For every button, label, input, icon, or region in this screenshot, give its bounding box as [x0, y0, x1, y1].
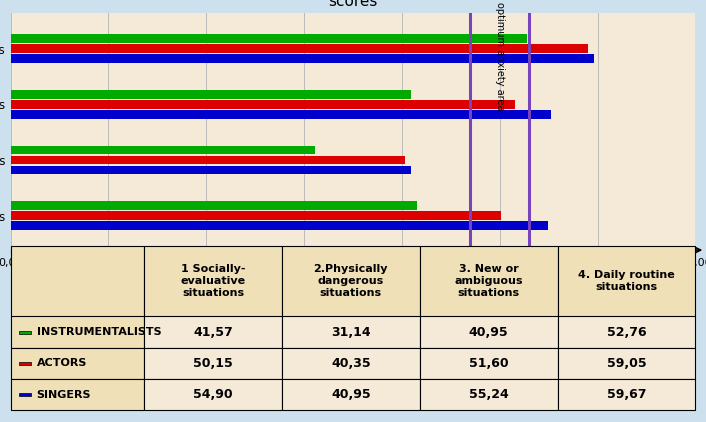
- Bar: [11, 379, 144, 410]
- Bar: [420, 246, 558, 316]
- Text: 54,90: 54,90: [193, 388, 233, 401]
- Bar: [11, 54, 594, 63]
- Text: 41,57: 41,57: [193, 326, 233, 338]
- Text: 59,67: 59,67: [606, 388, 646, 401]
- Text: 51,60: 51,60: [469, 357, 508, 370]
- Bar: [420, 348, 558, 379]
- Text: 52,76: 52,76: [606, 326, 646, 338]
- Text: ACTORS: ACTORS: [37, 358, 87, 368]
- Bar: [144, 246, 282, 316]
- Text: 1 Socially-
evaluative
situations: 1 Socially- evaluative situations: [181, 265, 246, 298]
- Text: 55,24: 55,24: [469, 388, 508, 401]
- Bar: [11, 316, 144, 348]
- Text: 40,95: 40,95: [469, 326, 508, 338]
- Text: 31,14: 31,14: [331, 326, 371, 338]
- Text: SINGERS: SINGERS: [37, 390, 91, 400]
- Text: 59,05: 59,05: [606, 357, 646, 370]
- Text: 4. Daily routine
situations: 4. Daily routine situations: [578, 270, 675, 292]
- Bar: [558, 379, 695, 410]
- Title: General results - descriptive statistic for average trait anxiety
scores: General results - descriptive statistic …: [116, 0, 590, 9]
- Bar: [282, 379, 420, 410]
- Bar: [11, 34, 527, 43]
- Bar: [144, 379, 282, 410]
- Bar: [19, 393, 31, 396]
- Text: 50,15: 50,15: [193, 357, 233, 370]
- Bar: [558, 316, 695, 348]
- Bar: [558, 246, 695, 316]
- Bar: [11, 110, 551, 119]
- Bar: [11, 156, 405, 165]
- Bar: [420, 316, 558, 348]
- Text: 3. New or
ambiguous
situations: 3. New or ambiguous situations: [455, 265, 523, 298]
- Bar: [11, 201, 417, 210]
- Bar: [11, 44, 588, 53]
- Bar: [420, 379, 558, 410]
- Bar: [11, 246, 144, 316]
- Bar: [558, 348, 695, 379]
- Bar: [19, 362, 31, 365]
- Text: INSTRUMENTALISTS: INSTRUMENTALISTS: [37, 327, 161, 337]
- Bar: [144, 316, 282, 348]
- Bar: [19, 330, 31, 334]
- Bar: [11, 211, 501, 220]
- Text: 40,35: 40,35: [331, 357, 371, 370]
- Text: 2.Physically
dangerous
situations: 2.Physically dangerous situations: [313, 265, 388, 298]
- Bar: [11, 90, 411, 99]
- Bar: [11, 146, 316, 154]
- Text: optimum anxiety area: optimum anxiety area: [495, 2, 505, 110]
- Bar: [144, 348, 282, 379]
- Bar: [11, 165, 411, 174]
- Bar: [11, 348, 144, 379]
- Bar: [11, 100, 515, 109]
- Bar: [282, 348, 420, 379]
- Bar: [282, 246, 420, 316]
- Bar: [282, 316, 420, 348]
- Text: 40,95: 40,95: [331, 388, 371, 401]
- Bar: [11, 221, 548, 230]
